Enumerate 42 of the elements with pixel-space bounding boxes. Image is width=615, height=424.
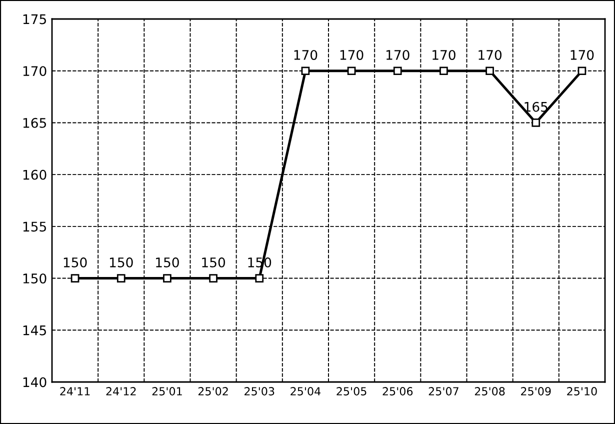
data-label: 170 [386, 50, 410, 60]
x-tick-label: 24'12 [106, 387, 136, 396]
point [532, 118, 540, 127]
data-label: 150 [110, 257, 133, 268]
x-tick-label: 25'05 [336, 387, 366, 396]
data-label: 170 [340, 50, 364, 60]
point [116, 274, 126, 282]
point [70, 274, 80, 282]
point [163, 274, 172, 282]
x-tick-label: 25'07 [428, 387, 458, 396]
point [347, 66, 356, 76]
y-tick-label: 175 [23, 14, 46, 24]
data-label: 170 [478, 50, 502, 60]
x-tick-label: 25'10 [567, 387, 597, 396]
data-label: 170 [294, 50, 318, 60]
x-tick-label: 25'01 [152, 387, 182, 396]
y-tick-label: 140 [23, 377, 46, 388]
point [393, 66, 402, 76]
data-label: 150 [202, 257, 226, 268]
point [578, 66, 586, 76]
y-tick-label: 155 [23, 222, 46, 232]
x-tick-label: 25'08 [474, 387, 505, 396]
x-tick-label: 25'04 [290, 387, 320, 396]
point [301, 66, 310, 76]
data-label: 170 [570, 50, 594, 60]
point [486, 66, 494, 76]
x-tick-label: 25'09 [521, 387, 551, 396]
x-tick-label: 25'03 [244, 387, 274, 396]
data-label: 170 [432, 50, 456, 60]
x-tick-label: 25'02 [198, 387, 228, 396]
y-tick-label: 150 [23, 274, 46, 284]
point [440, 66, 448, 76]
x-tick-label: 25'06 [382, 387, 413, 396]
data-label: 150 [64, 257, 87, 268]
data-label: 150 [156, 257, 179, 268]
point [209, 274, 218, 282]
y-tick-label: 165 [23, 118, 46, 128]
point [255, 274, 264, 282]
y-tick-label: 145 [23, 326, 46, 336]
y-tick-label: 160 [23, 170, 46, 180]
x-tick-label: 24'11 [60, 387, 90, 396]
y-tick-label: 170 [23, 66, 46, 76]
